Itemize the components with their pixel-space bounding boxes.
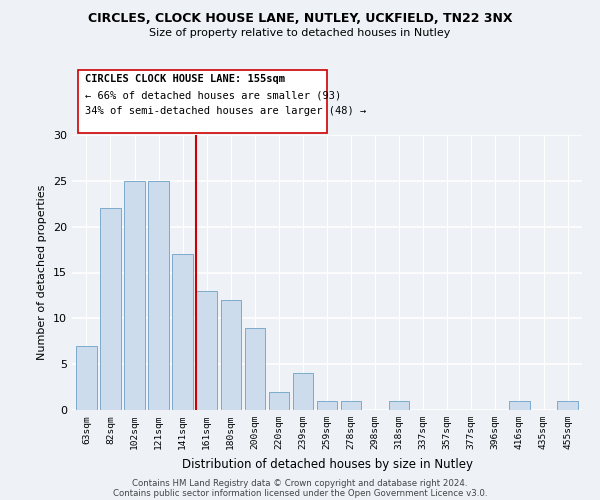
Bar	[196, 291, 217, 410]
Text: Size of property relative to detached houses in Nutley: Size of property relative to detached ho…	[149, 28, 451, 38]
Bar	[509, 401, 530, 410]
Bar	[124, 181, 145, 410]
Text: CIRCLES CLOCK HOUSE LANE: 155sqm: CIRCLES CLOCK HOUSE LANE: 155sqm	[85, 74, 285, 84]
Bar	[389, 401, 409, 410]
Text: CIRCLES, CLOCK HOUSE LANE, NUTLEY, UCKFIELD, TN22 3NX: CIRCLES, CLOCK HOUSE LANE, NUTLEY, UCKFI…	[88, 12, 512, 26]
X-axis label: Distribution of detached houses by size in Nutley: Distribution of detached houses by size …	[182, 458, 473, 470]
Text: 34% of semi-detached houses are larger (48) →: 34% of semi-detached houses are larger (…	[85, 106, 367, 116]
Bar	[100, 208, 121, 410]
Bar	[172, 254, 193, 410]
Bar	[341, 401, 361, 410]
Bar	[148, 181, 169, 410]
Bar	[269, 392, 289, 410]
Text: Contains public sector information licensed under the Open Government Licence v3: Contains public sector information licen…	[113, 488, 487, 498]
Text: ← 66% of detached houses are smaller (93): ← 66% of detached houses are smaller (93…	[85, 90, 341, 100]
Bar	[76, 346, 97, 410]
Y-axis label: Number of detached properties: Number of detached properties	[37, 185, 47, 360]
Bar	[221, 300, 241, 410]
Bar	[293, 374, 313, 410]
Bar	[245, 328, 265, 410]
Bar	[557, 401, 578, 410]
Text: Contains HM Land Registry data © Crown copyright and database right 2024.: Contains HM Land Registry data © Crown c…	[132, 478, 468, 488]
Bar	[317, 401, 337, 410]
